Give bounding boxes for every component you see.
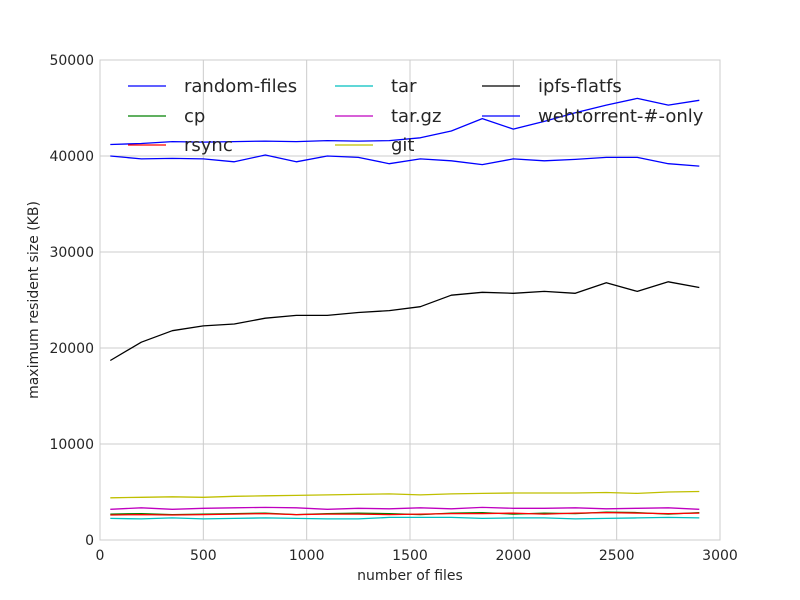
legend-label: git (391, 135, 414, 156)
plot-frame (99, 59, 721, 541)
x-tick-label: 3000 (702, 548, 738, 564)
y-axis-label: maximum resident size (KB) (26, 201, 42, 399)
series-line-webtorrent-only (110, 97, 700, 146)
legend-label: tar (391, 76, 417, 97)
x-tick-label: 1000 (289, 548, 325, 564)
legend-label: random-files (184, 76, 297, 97)
y-tick-label: 50000 (49, 53, 94, 69)
series-line-git (110, 490, 700, 499)
series-line-tar-gz (110, 506, 700, 510)
series-lines (109, 97, 700, 520)
series-line-tar (110, 516, 700, 520)
y-tick-labels: 0 10000 20000 30000 40000 50000 (49, 53, 94, 549)
legend: random-files cp rsync tar tar.gz git ipfs-flat… (128, 76, 704, 156)
legend-label: tar.gz (391, 106, 441, 127)
x-tick-label: 2000 (496, 548, 532, 564)
x-tick-label: 2500 (599, 548, 635, 564)
x-tick-labels: 0 500 1000 1500 2000 2500 3000 (96, 548, 738, 564)
series-line-random-files (110, 154, 700, 167)
x-tick-label: 0 (96, 548, 105, 564)
x-axis-label: number of files (357, 568, 463, 584)
legend-label: cp (184, 106, 205, 127)
x-tick-label: 500 (190, 548, 217, 564)
y-tick-label: 10000 (49, 437, 94, 453)
legend-label: ipfs-flatfs (538, 76, 622, 97)
y-tick-label: 30000 (49, 245, 94, 261)
y-tick-label: 0 (85, 533, 94, 549)
y-tick-label: 40000 (49, 149, 94, 165)
series-line-rsync (110, 511, 700, 516)
x-tick-label: 1500 (392, 548, 428, 564)
y-tick-label: 20000 (49, 341, 94, 357)
legend-label: webtorrent-#-only (538, 106, 704, 127)
series-line-ipfs-flatfs (109, 281, 700, 362)
legend-label: rsync (184, 135, 233, 156)
